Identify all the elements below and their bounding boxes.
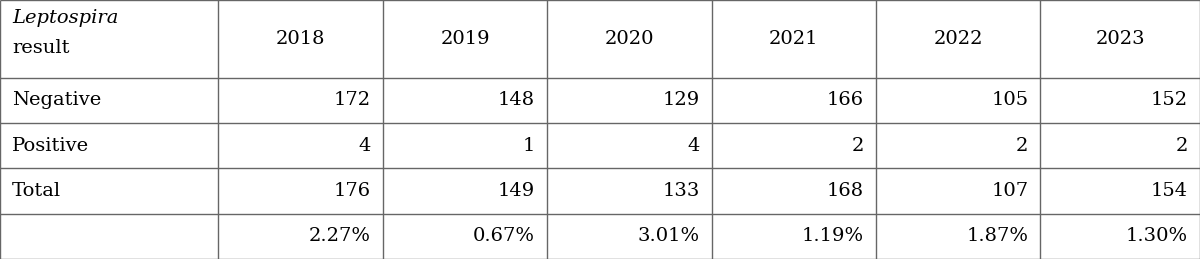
Text: 3.01%: 3.01%	[637, 227, 700, 245]
Text: 2020: 2020	[605, 30, 654, 48]
Text: 4: 4	[688, 137, 700, 155]
Text: 148: 148	[498, 91, 535, 109]
Text: 2: 2	[852, 137, 864, 155]
Text: 2.27%: 2.27%	[308, 227, 371, 245]
Text: Leptospira: Leptospira	[12, 9, 119, 27]
Text: 2: 2	[1176, 137, 1188, 155]
Text: 1.30%: 1.30%	[1126, 227, 1188, 245]
Text: 176: 176	[334, 182, 371, 200]
Text: 2019: 2019	[440, 30, 490, 48]
Text: 172: 172	[334, 91, 371, 109]
Text: result: result	[12, 39, 70, 57]
Text: 4: 4	[359, 137, 371, 155]
Text: 133: 133	[662, 182, 700, 200]
Text: Total: Total	[12, 182, 61, 200]
Text: 149: 149	[498, 182, 535, 200]
Text: 1.87%: 1.87%	[966, 227, 1028, 245]
Text: 2023: 2023	[1096, 30, 1145, 48]
Text: 152: 152	[1151, 91, 1188, 109]
Text: 2021: 2021	[769, 30, 818, 48]
Text: 2018: 2018	[276, 30, 325, 48]
Text: 1.19%: 1.19%	[802, 227, 864, 245]
Text: Negative: Negative	[12, 91, 101, 109]
Text: 168: 168	[827, 182, 864, 200]
Text: 2022: 2022	[934, 30, 983, 48]
Text: Positive: Positive	[12, 137, 89, 155]
Text: 154: 154	[1151, 182, 1188, 200]
Text: 166: 166	[827, 91, 864, 109]
Text: 2: 2	[1016, 137, 1028, 155]
Text: 105: 105	[991, 91, 1028, 109]
Text: 1: 1	[523, 137, 535, 155]
Text: 129: 129	[662, 91, 700, 109]
Text: 0.67%: 0.67%	[473, 227, 535, 245]
Text: 107: 107	[991, 182, 1028, 200]
